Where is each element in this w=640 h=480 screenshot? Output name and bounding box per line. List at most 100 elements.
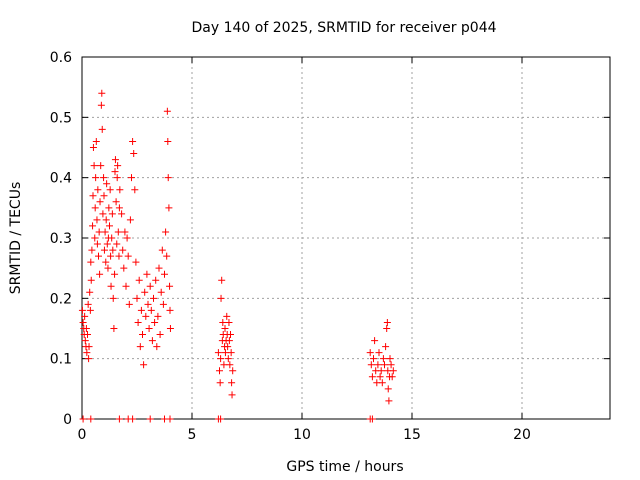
data-point (166, 282, 174, 290)
data-point (221, 325, 229, 332)
data-point (82, 325, 90, 332)
data-point (115, 252, 123, 260)
data-point (99, 210, 107, 218)
x-tick-label: 20 (513, 427, 531, 443)
data-point (119, 246, 127, 254)
data-point (153, 343, 161, 351)
data-point (109, 294, 117, 302)
data-point (93, 216, 101, 224)
data-point (166, 325, 174, 332)
data-point (131, 186, 139, 194)
data-point (129, 415, 137, 423)
data-point (150, 294, 157, 302)
data-point (113, 240, 121, 248)
data-point (377, 367, 385, 375)
data-points (78, 89, 397, 423)
data-point (152, 276, 160, 284)
data-point (107, 252, 115, 260)
data-point (228, 391, 236, 399)
data-point (133, 294, 141, 302)
data-point (366, 349, 374, 357)
data-point (83, 349, 91, 357)
data-point (382, 343, 390, 351)
data-point (86, 288, 94, 296)
data-point (164, 174, 172, 182)
data-point (140, 361, 148, 369)
data-point (107, 282, 115, 290)
data-point (158, 246, 166, 254)
data-point (92, 174, 100, 182)
data-point (142, 312, 150, 320)
data-point (166, 415, 174, 423)
y-tick-label: 0.1 (50, 352, 72, 368)
chart-title: Day 140 of 2025, SRMTID for receiver p04… (191, 20, 496, 36)
data-point (130, 150, 138, 158)
data-point (128, 174, 135, 182)
data-point (93, 240, 101, 248)
data-point (386, 355, 394, 363)
data-point (102, 258, 110, 266)
data-point (88, 246, 96, 254)
data-point (108, 234, 116, 242)
data-point (218, 276, 226, 284)
data-point (227, 349, 235, 357)
data-point (81, 312, 89, 320)
data-point (96, 270, 104, 278)
data-point (159, 300, 167, 308)
data-point (120, 264, 128, 272)
data-point (151, 318, 159, 326)
plot-area (81, 56, 611, 420)
data-point (114, 228, 122, 236)
data-point (103, 240, 111, 248)
data-point (146, 415, 154, 423)
data-point (109, 246, 117, 254)
data-point (389, 367, 397, 375)
data-point (89, 222, 97, 230)
data-point (228, 379, 236, 387)
data-point (367, 361, 375, 369)
data-point (105, 204, 113, 212)
data-point (132, 258, 140, 266)
data-point (115, 415, 123, 423)
y-tick-label: 0.6 (50, 50, 72, 66)
y-tick-label: 0.5 (50, 110, 72, 126)
data-point (79, 415, 87, 423)
data-point (106, 222, 113, 230)
data-point (136, 343, 144, 351)
x-tick-label: 5 (188, 427, 197, 443)
data-point (98, 89, 106, 97)
data-point (381, 361, 388, 369)
data-point (89, 192, 97, 200)
data-point (374, 361, 382, 369)
data-point (116, 186, 124, 194)
data-point (368, 373, 376, 381)
data-point (379, 355, 387, 363)
data-point (163, 107, 171, 115)
data-point (144, 300, 152, 308)
data-point (103, 180, 111, 188)
data-point (111, 156, 119, 164)
data-point (375, 349, 383, 357)
data-point (217, 355, 225, 363)
data-point (220, 361, 228, 369)
data-point (157, 288, 165, 296)
y-axis: 0 0.1 0.2 0.3 0.4 0.5 0.6 (50, 50, 610, 428)
data-point (217, 415, 225, 423)
data-point (216, 379, 224, 387)
data-point (85, 355, 93, 363)
y-axis-label: SRMTID / TECUs (8, 182, 24, 295)
data-point (164, 137, 172, 145)
data-point (124, 252, 132, 260)
data-point (86, 306, 94, 314)
data-point (79, 318, 87, 326)
data-point (84, 300, 92, 308)
data-point (92, 137, 100, 145)
data-point (161, 270, 168, 278)
data-point (108, 210, 116, 218)
data-point (112, 198, 120, 206)
data-point (141, 288, 149, 296)
data-point (148, 337, 156, 345)
data-point (102, 216, 110, 224)
data-point (101, 228, 109, 236)
data-point (137, 306, 145, 314)
